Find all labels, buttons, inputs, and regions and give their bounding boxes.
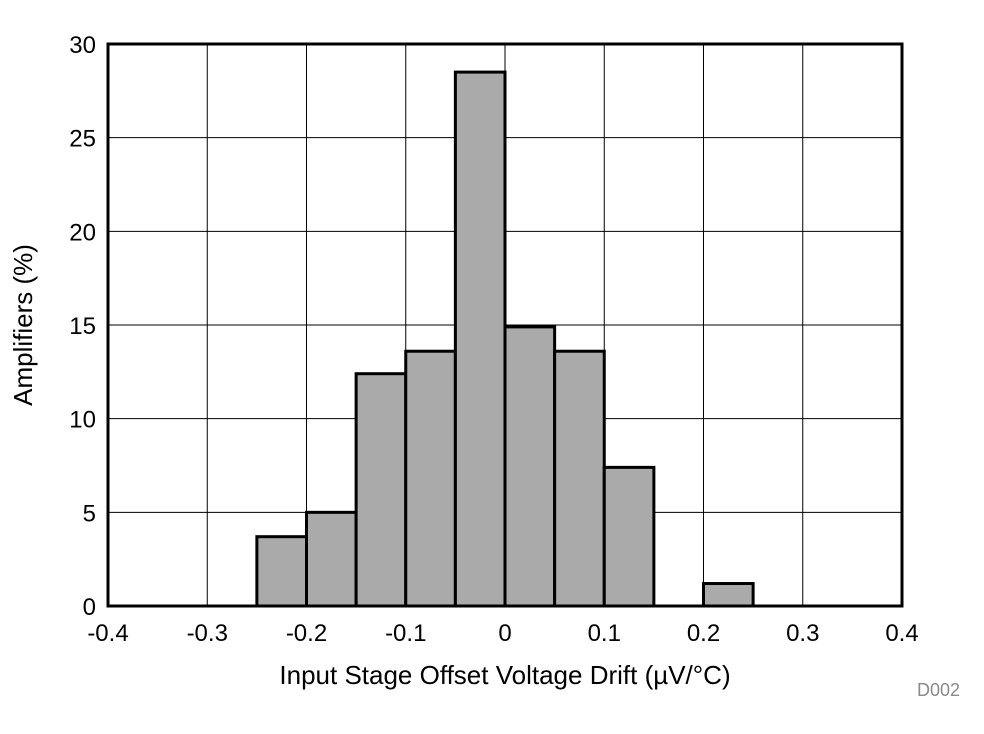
histogram-bar: [503, 325, 557, 608]
y-tick-label: 0: [83, 594, 96, 621]
x-tick-label: -0.4: [87, 620, 128, 647]
x-tick-labels: -0.4 -0.3 -0.2 -0.1 0 0.1 0.2 0.3 0.4: [87, 620, 918, 647]
x-tick-label: -0.2: [286, 620, 327, 647]
y-tick-label: 30: [69, 32, 96, 59]
x-tick-label: 0.3: [786, 620, 819, 647]
histogram-bars: [255, 70, 755, 608]
y-tick-labels: 0 5 10 15 20 25 30: [69, 32, 96, 621]
figure-code: D002: [917, 680, 960, 700]
y-tick-label: 10: [69, 407, 96, 434]
histogram-bar: [453, 70, 507, 608]
x-tick-label: 0.1: [588, 620, 621, 647]
y-tick-label: 15: [69, 313, 96, 340]
histogram-bar: [602, 465, 656, 608]
plot-frame: [106, 42, 904, 608]
y-tick-label: 25: [69, 126, 96, 153]
histogram-bar: [255, 535, 308, 608]
y-tick-label: 5: [83, 500, 96, 527]
x-tick-label: 0.4: [885, 620, 918, 647]
y-axis-label: Amplifiers (%): [8, 244, 38, 406]
histogram-bar: [702, 582, 755, 608]
x-tick-label: -0.3: [187, 620, 228, 647]
histogram-bar: [305, 510, 358, 608]
x-tick-label: -0.1: [385, 620, 426, 647]
histogram-bar: [404, 349, 457, 608]
x-tick-label: 0.2: [687, 620, 720, 647]
histogram-bar: [354, 372, 408, 608]
histogram-bar: [553, 349, 606, 608]
x-tick-label: 0: [498, 620, 511, 647]
x-axis-label: Input Stage Offset Voltage Drift (µV/°C): [279, 660, 730, 690]
y-tick-label: 20: [69, 219, 96, 246]
